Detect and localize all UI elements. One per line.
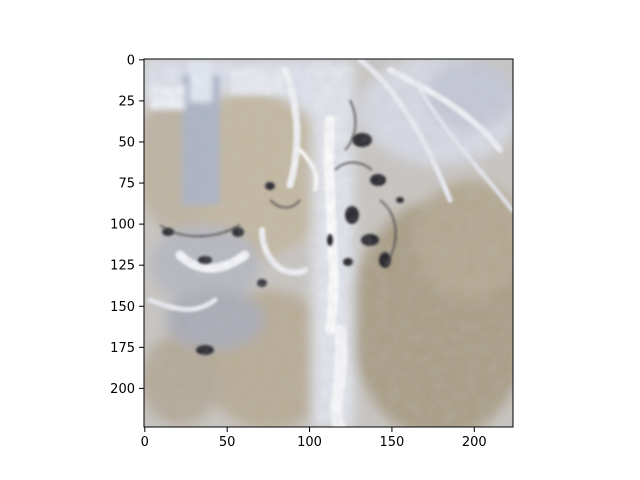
y-tick-label: 75 <box>118 177 135 192</box>
y-tick-label: 25 <box>118 94 135 109</box>
image-panel <box>144 59 513 427</box>
x-tick-label: 50 <box>219 435 236 450</box>
y-tick-label: 0 <box>127 53 135 68</box>
y-tick-label: 175 <box>110 341 135 356</box>
x-tick-label: 200 <box>462 435 487 450</box>
y-tick-label: 50 <box>118 135 135 150</box>
y-tick-label: 100 <box>110 218 135 233</box>
y-tick-label: 200 <box>110 382 135 397</box>
x-tick-label: 0 <box>141 435 149 450</box>
x-tick-label: 100 <box>297 435 322 450</box>
y-tick-label: 125 <box>110 259 135 274</box>
y-tick-label: 150 <box>110 300 135 315</box>
x-tick-label: 150 <box>380 435 405 450</box>
y-axis: 0 25 50 75 100 125 150 175 200 <box>110 53 144 397</box>
axes-frame <box>143 58 514 428</box>
x-axis: 0 50 100 150 200 <box>141 427 487 450</box>
